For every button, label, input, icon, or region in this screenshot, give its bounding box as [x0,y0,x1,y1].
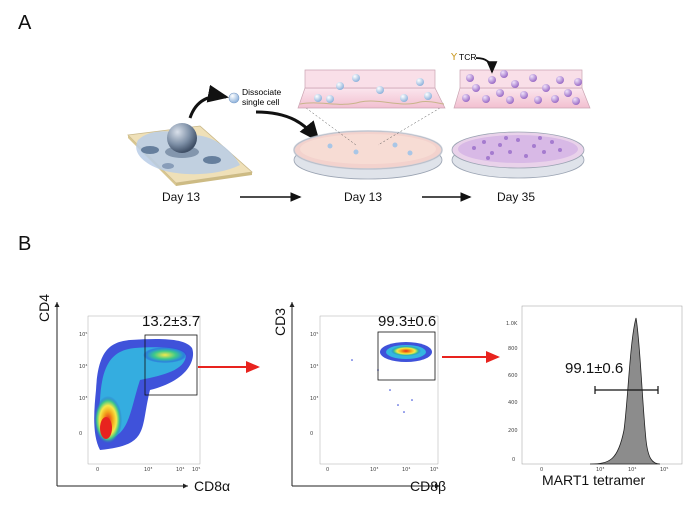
flow-plots [54,302,683,489]
day-label-3: Day 35 [497,190,536,204]
plot2-gate-value: 99.3±0.6 [378,313,437,330]
panel-a-letter: A [18,12,32,34]
tick-layer: 0 10³ 10⁴ 10⁵ 0 10³ 10⁴ 10⁵ 0 10³ 10⁴ 10… [0,230,700,510]
p3-ytick-0: 0 [512,457,515,463]
zoom-box-day13 [297,69,446,109]
culture-plate [127,125,253,186]
colony-spheroid [167,123,197,153]
p1-xtick-1: 10³ [144,467,152,473]
dissociate-label-line2: single cell [242,97,279,107]
p2-ytick-0: 0 [310,431,313,437]
single-cell [228,92,240,104]
into-dish-arrow [255,110,320,143]
dissociate-arrow [188,84,229,119]
p2-ytick-1: 10³ [310,396,318,402]
plot3-gate-value: 99.1±0.6 [565,360,624,377]
plot2-x-label: CD8β [410,478,447,494]
plot1-x-label: CD8α [194,478,231,494]
plot2-density [351,342,432,413]
p1-ytick-2: 10⁴ [79,364,87,370]
zoom-box-day35 [453,69,591,109]
p3-ytick-1: 200 [508,428,518,434]
panel-a-illustration: Dissociate single cell [127,52,591,202]
plot1-y-label: CD4 [36,293,52,322]
dissociate-label-line1: Dissociate [242,87,281,97]
tcr-symbol: Y [450,52,458,63]
plot1-density [94,338,194,450]
p3-xtick-0: 0 [540,467,543,473]
p3-xtick-3: 10⁵ [660,467,668,473]
tcr-label: TCR [459,52,476,62]
dish-day35 [451,131,585,179]
p2-xtick-1: 10³ [370,467,378,473]
p2-ytick-2: 10⁴ [310,364,318,370]
plot2-y-label: CD3 [272,307,288,336]
plot1-axes [54,302,201,489]
p3-ytick-3: 600 [508,373,518,379]
plot1-gate-value: 13.2±3.7 [142,313,201,330]
plot2-axes [289,302,440,489]
panel-b-letter: B [18,233,32,255]
p2-ytick-3: 10⁵ [310,332,318,338]
p3-ytick-5: 1.0K [506,321,518,327]
day-label-2: Day 13 [344,190,383,204]
p1-ytick-3: 10⁵ [79,332,87,338]
p2-xtick-3: 10⁵ [430,467,438,473]
p3-ytick-4: 800 [508,346,518,352]
p1-ytick-1: 10³ [79,396,87,402]
p2-xtick-0: 0 [326,467,329,473]
p1-xtick-0: 0 [96,467,99,473]
p3-xtick-1: 10³ [596,467,604,473]
p1-xtick-3: 10⁵ [192,467,200,473]
plot3-histogram [589,317,661,465]
p1-ytick-0: 0 [79,431,82,437]
p3-ytick-2: 400 [508,400,518,406]
p3-xtick-2: 10⁴ [628,467,636,473]
tcr-arrow [475,57,498,74]
p2-xtick-2: 10⁴ [402,467,410,473]
dish-day13 [293,130,443,180]
day-label-1: Day 13 [162,190,201,204]
plot1-gate [144,334,198,396]
plot2-gate [377,331,436,381]
p1-xtick-2: 10⁴ [176,467,184,473]
plot3-x-label: MART1 tetramer [542,472,646,488]
